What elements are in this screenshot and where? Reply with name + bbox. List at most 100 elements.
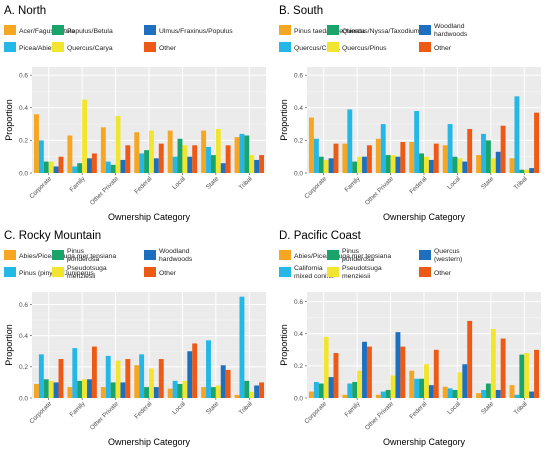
legend-swatch [52, 267, 64, 277]
bar [201, 387, 207, 398]
legend-label: menziesii [342, 273, 371, 280]
bar [452, 389, 458, 398]
bar [519, 169, 525, 173]
x-tick-label: Other Private [364, 400, 396, 432]
bar [481, 133, 486, 173]
x-tick-label: Federal [133, 175, 153, 195]
legend-swatch [52, 42, 64, 52]
bar [534, 112, 539, 173]
bar [158, 143, 164, 173]
legend-item: Quercus/Carya [279, 42, 340, 52]
x-tick-label: Corporate [28, 400, 53, 425]
legend-item: Acer/Fagus/Betula [4, 25, 75, 35]
x-tick-label: Family [68, 400, 87, 419]
legend-label: mixed conifer [294, 273, 335, 280]
legend-item: Quercus/Nyssa/Taxodium [327, 25, 420, 35]
bar [419, 378, 424, 398]
bar [380, 124, 386, 173]
bar [490, 328, 496, 398]
legend-swatch [419, 42, 431, 52]
bar [495, 389, 501, 398]
bar [187, 156, 193, 173]
bar [476, 155, 482, 173]
x-axis-title: Ownership Category [108, 212, 191, 222]
y-tick-label: 0.4 [294, 105, 303, 112]
bar [72, 348, 78, 398]
bar [215, 385, 221, 398]
y-tick-label: 0.0 [294, 395, 303, 402]
legend-swatch [419, 250, 431, 260]
panel-title: B. South [279, 5, 323, 17]
bar [309, 391, 314, 398]
bar [139, 354, 145, 398]
legend-label: Other [159, 45, 177, 52]
bar [100, 387, 106, 398]
bar [172, 380, 178, 398]
bar [400, 142, 406, 173]
bar [342, 143, 348, 173]
legend-item: Populus/Betula [52, 25, 113, 35]
bar [357, 156, 363, 173]
bar [395, 332, 401, 398]
panel-3: C. Rocky Mountain Abies/Picea/Tsuga mer t… [4, 230, 266, 447]
legend-label: Quercus/Carya [67, 45, 113, 52]
x-axis-title: Ownership Category [383, 437, 466, 447]
bar [366, 346, 372, 398]
panel-2: B. South Pinus taeda/P. echinataQuercus/C… [279, 5, 541, 222]
bar [134, 132, 140, 173]
x-tick-label: State [205, 175, 221, 191]
legend-label: Quercus/Nyssa/Taxodium [342, 28, 420, 35]
bar [220, 365, 226, 398]
x-tick-label: Corporate [28, 175, 53, 200]
bar [424, 156, 429, 173]
y-tick-label: 0.2 [294, 138, 303, 145]
x-tick-label: Corporate [303, 175, 328, 200]
legend-item: Other [419, 267, 452, 277]
bar [206, 340, 211, 398]
legend-label: Abies/Picea/Tsuga mer tensiana [19, 253, 116, 260]
bar [153, 387, 159, 398]
x-tick-label: Other Private [364, 175, 396, 207]
bar [395, 156, 401, 173]
bars [309, 320, 539, 398]
bar [239, 296, 245, 398]
bar [105, 161, 111, 173]
bar [428, 385, 434, 398]
bar [234, 137, 240, 173]
bar [462, 364, 468, 398]
legend-label: Quercus [434, 248, 460, 255]
bar [87, 379, 92, 398]
bar [91, 346, 97, 398]
legend-label: Quercus/Pinus [342, 45, 387, 52]
bar [249, 391, 255, 398]
bar [210, 155, 216, 173]
bar [206, 146, 211, 173]
y-tick-label: 0.6 [19, 72, 28, 79]
bar [514, 96, 520, 173]
bar [524, 169, 530, 173]
bar [409, 370, 415, 398]
legend: Pinus taeda/P. echinataQuercus/CaryaQuer… [279, 23, 468, 52]
bar [433, 349, 439, 398]
bar [442, 386, 448, 398]
x-tick-label: Tribal [238, 175, 254, 191]
bar [375, 394, 381, 398]
legend-swatch [4, 250, 16, 260]
bar [192, 343, 198, 398]
bar [192, 145, 198, 173]
bar [87, 158, 92, 173]
bar [409, 142, 415, 173]
bar [100, 127, 106, 173]
bar [442, 145, 448, 173]
bar [182, 145, 188, 173]
legend-label: Abies/Picea/Tsuga mer tensiana [294, 253, 391, 260]
bar [187, 351, 193, 398]
x-tick-label: Family [343, 175, 362, 194]
bars [34, 296, 264, 398]
bar [244, 135, 250, 173]
legend-label: Quercus/Carya [294, 45, 340, 52]
